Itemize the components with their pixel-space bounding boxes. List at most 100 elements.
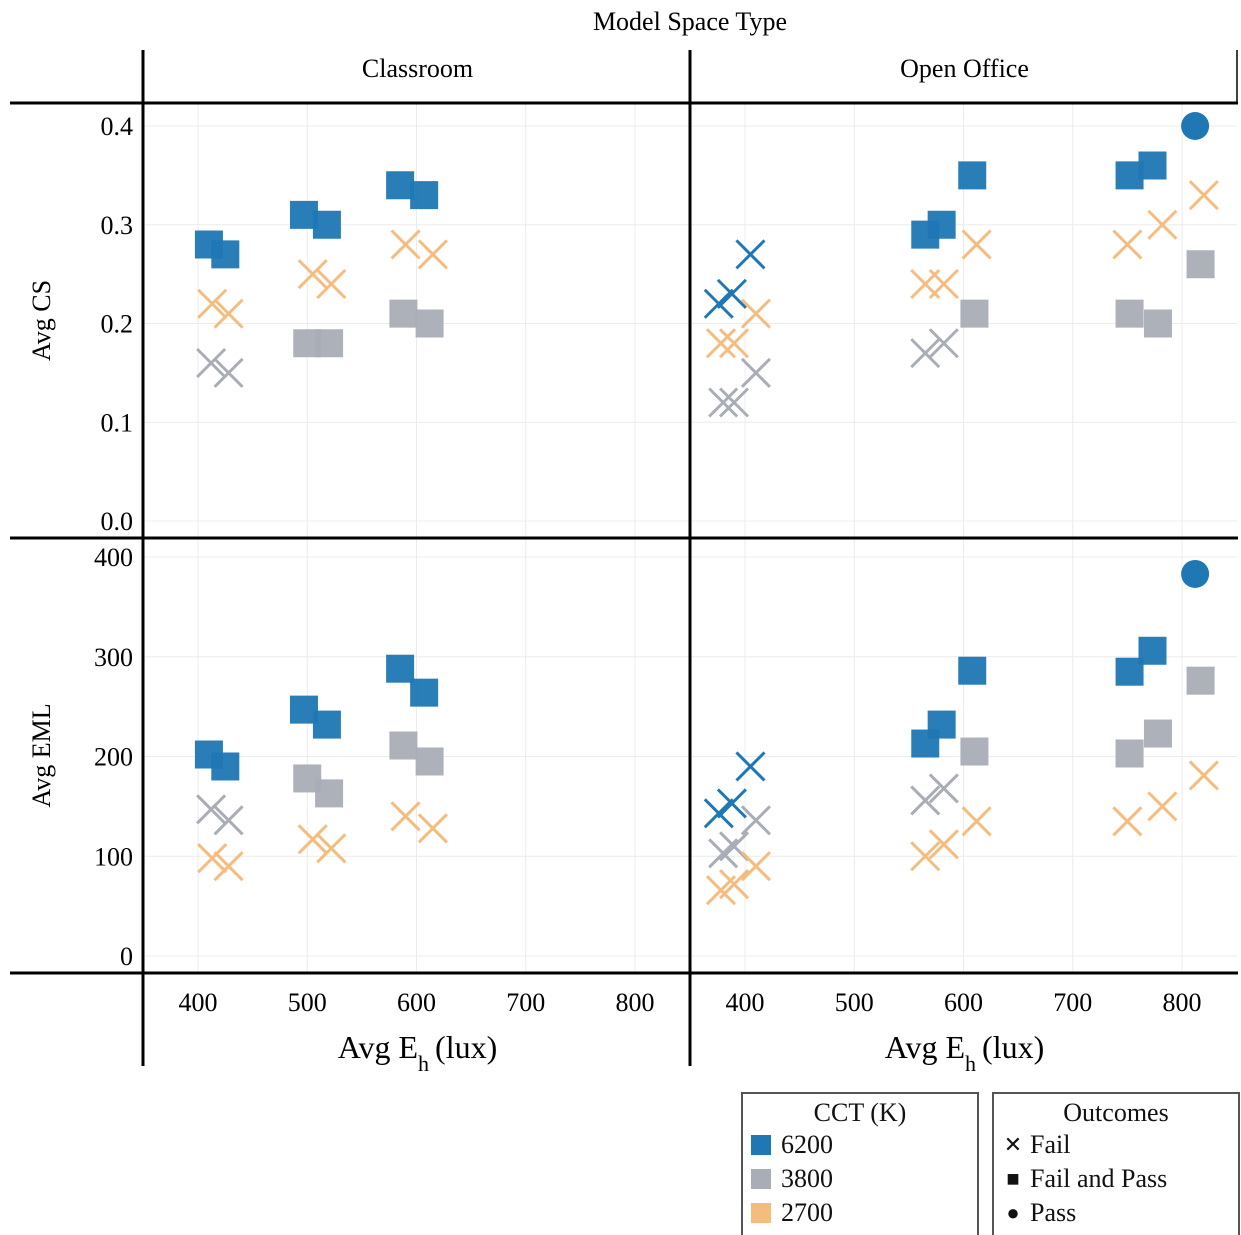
point-fail-stroke [1188, 760, 1219, 791]
cct-legend-item-3800: 3800 [743, 1162, 977, 1196]
color-swatch-2700 [751, 1203, 771, 1223]
point-fail-stroke [390, 801, 421, 832]
point-fail-stroke [213, 298, 244, 329]
point-fail-and-pass [958, 656, 987, 685]
y-tick-label: 0.1 [101, 408, 134, 437]
y-tick-label: 0 [120, 942, 133, 971]
point-fail [703, 798, 734, 829]
cct-legend-item-6200: 6200 [743, 1128, 977, 1162]
x-axis-label: Avg Eh (lux) [885, 1029, 1044, 1076]
point-fail-and-pass [1138, 636, 1167, 665]
point-fail [703, 288, 734, 319]
point-fail-stroke [297, 824, 328, 855]
point-fail [910, 338, 941, 369]
point-fail-and-pass [1186, 666, 1215, 695]
point-fail [961, 229, 992, 260]
point-fail-and-pass [386, 654, 415, 683]
point-fail-stroke [297, 259, 328, 290]
outcome-legend-label: Pass [1030, 1198, 1077, 1227]
point-fail-and-pass [312, 210, 341, 239]
point-fail [390, 801, 421, 832]
y-tick-label: 100 [94, 842, 133, 871]
x-tick-label: 500 [835, 988, 874, 1017]
point-fail-stroke [417, 813, 448, 844]
point-fail-and-pass [960, 737, 989, 766]
y-axis-label: Avg CS [27, 280, 56, 361]
point-fail-stroke [719, 387, 750, 418]
point-fail-stroke [910, 338, 941, 369]
point-fail-stroke [961, 806, 992, 837]
point-fail [705, 328, 737, 359]
cct-legend-label: 3800 [781, 1164, 833, 1193]
point-fail-and-pass [1143, 309, 1172, 338]
point-fail-stroke [1112, 806, 1143, 837]
point-fail-and-pass [1143, 719, 1172, 748]
x-axis-label: Avg Eh (lux) [338, 1029, 497, 1076]
point-fail-stroke [910, 785, 941, 816]
cct-legend-label: 6200 [781, 1130, 833, 1159]
cct-legend-item-2700: 2700 [743, 1196, 977, 1230]
y-tick-label: 0.0 [101, 507, 134, 536]
x-tick-label: 400 [179, 988, 218, 1017]
point-fail-stroke [705, 328, 737, 359]
point-fail-stroke [417, 239, 448, 270]
point-fail-and-pass [211, 240, 240, 269]
point-fail-and-pass [415, 309, 444, 338]
point-fail-stroke [703, 798, 734, 829]
circle-marker-icon: ● [1006, 1200, 1020, 1225]
point-fail [213, 298, 244, 329]
point-fail-stroke [196, 794, 227, 825]
point-fail [196, 347, 227, 379]
point-fail-stroke [740, 357, 771, 388]
point-fail-stroke [213, 851, 244, 882]
point-fail [928, 773, 959, 804]
point-fail-and-pass [927, 210, 956, 239]
outcome-legend-item-pass: ● Pass [994, 1196, 1238, 1230]
point-fail-stroke [197, 843, 228, 874]
point-fail-stroke [735, 751, 766, 782]
cct-legend-label: 2700 [781, 1198, 833, 1227]
x-tick-label: 400 [726, 988, 765, 1017]
point-pass [1181, 559, 1210, 588]
point-fail [196, 794, 227, 825]
point-fail-stroke [928, 328, 959, 359]
point-fail [928, 268, 959, 300]
point-fail-stroke [928, 829, 959, 860]
x-marker-icon: ✕ [1003, 1132, 1023, 1157]
point-fail [417, 813, 448, 844]
point-fail-and-pass [415, 747, 444, 776]
point-fail-and-pass [1186, 250, 1215, 279]
point-fail [928, 829, 959, 860]
y-tick-label: 300 [94, 643, 133, 672]
point-fail-and-pass [211, 752, 240, 781]
point-fail [316, 268, 347, 300]
point-fail-stroke [910, 841, 941, 872]
point-fail [961, 806, 992, 837]
point-fail [213, 851, 244, 882]
point-fail [1112, 229, 1143, 260]
column-header: Open Office [900, 54, 1029, 83]
point-fail-stroke [719, 831, 750, 862]
point-fail-and-pass [1138, 151, 1167, 180]
point-fail [197, 288, 228, 319]
point-fail-stroke [719, 328, 750, 359]
column-header: Classroom [362, 54, 473, 83]
point-fail-stroke [708, 387, 739, 418]
x-tick-label: 700 [1053, 988, 1092, 1017]
point-fail [213, 805, 244, 836]
y-tick-label: 200 [94, 743, 133, 772]
point-fail [1188, 180, 1219, 211]
x-tick-label: 800 [616, 988, 655, 1017]
point-fail-and-pass [958, 161, 987, 190]
point-fail-and-pass [410, 181, 439, 210]
point-fail-stroke [213, 357, 244, 388]
point-fail [910, 785, 941, 816]
point-fail-stroke [1188, 180, 1219, 211]
point-fail [735, 751, 766, 782]
point-fail-stroke [1112, 229, 1143, 260]
outcome-legend-label: Fail [1030, 1130, 1071, 1159]
point-fail [417, 239, 448, 270]
point-fail [719, 387, 750, 418]
point-fail-stroke [213, 805, 244, 836]
point-fail [1147, 791, 1178, 822]
